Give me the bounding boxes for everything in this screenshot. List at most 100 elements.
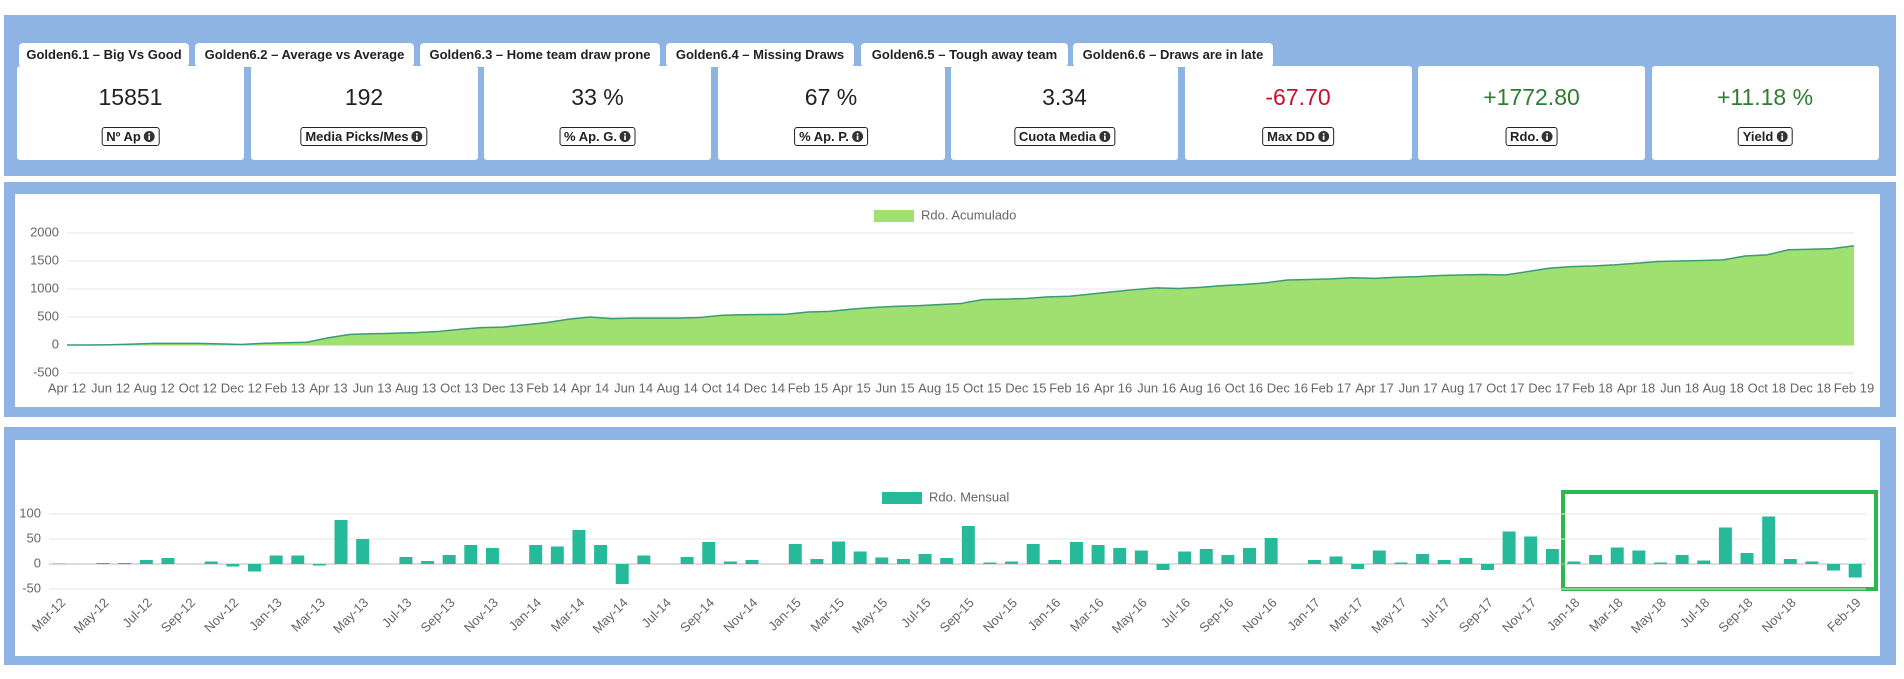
tab[interactable]: Golden6.2 – Average vs Average	[195, 43, 414, 67]
info-bar	[148, 135, 151, 140]
bar	[1437, 560, 1451, 564]
monthly-panel: -50 0 50 100 Mar-12 May-12 Jul-12 Sep-12 Nov-12 J…	[4, 427, 1896, 665]
x-tick-label: Nov-13	[461, 595, 501, 635]
x-tick-label: Jun 14	[614, 380, 653, 395]
x-tick-label: Jul-12	[119, 595, 155, 631]
bar	[1848, 564, 1862, 578]
bar	[810, 559, 824, 564]
bar	[983, 562, 997, 564]
tab[interactable]: Golden6.4 – Missing Draws	[666, 43, 854, 67]
x-tick-label: Feb 16	[1049, 380, 1089, 395]
x-tick-label: Jan-17	[1284, 595, 1323, 634]
bar	[875, 557, 889, 564]
tab[interactable]: Golden6.3 – Home team draw prone	[420, 43, 660, 67]
x-tick-label: Oct 17	[1486, 380, 1524, 395]
x-tick-label: Sep-18	[1715, 595, 1755, 635]
info-icon	[1776, 131, 1788, 142]
bar	[745, 560, 759, 564]
kpi-label: % Ap. P.	[794, 127, 868, 146]
x-tick-label: Nov-18	[1759, 595, 1799, 635]
x-tick-label: Sep-12	[158, 595, 198, 635]
bar	[1654, 562, 1667, 564]
x-tick-label: Oct 18	[1748, 380, 1786, 395]
bar	[529, 545, 543, 564]
chart-box: -500 0 500 1000 1500 2000 Apr 12 Jun 12 Aug 12 Oc…	[15, 194, 1880, 407]
x-tick-label: Feb 18	[1572, 380, 1612, 395]
kpi-label-text: Cuota Media	[1018, 129, 1097, 144]
legend-swatch	[882, 492, 922, 504]
x-tick-label: Jul-17	[1417, 595, 1453, 631]
bar	[1113, 548, 1127, 564]
x-tick-label: Jul-13	[379, 595, 415, 631]
bar	[312, 564, 326, 566]
bar	[1307, 560, 1321, 564]
y-tick-label: 100	[19, 505, 41, 520]
x-tick-label: Mar-13	[288, 595, 328, 635]
bar	[1069, 542, 1083, 564]
x-tick-label: Mar-14	[548, 595, 588, 635]
x-tick-label: Jul-15	[898, 595, 934, 631]
x-tick-label: Apr 18	[1617, 380, 1655, 395]
bar	[832, 541, 846, 564]
x-tick-label: Sep-16	[1196, 595, 1236, 635]
kpi-label-text: Yield	[1742, 129, 1774, 144]
kpi-label-text: % Ap. G.	[564, 129, 617, 144]
kpi-value: 33 %	[571, 84, 624, 110]
cumulative-chart: -500 0 500 1000 1500 2000 Apr 12 Jun 12 Aug 12 Oc…	[30, 207, 1874, 395]
bar	[940, 558, 954, 564]
x-tick-label: Oct 16	[1225, 380, 1263, 395]
legend-label: Rdo. Mensual	[929, 489, 1009, 504]
info-icon	[1317, 131, 1329, 142]
bar	[1243, 548, 1257, 564]
bar	[53, 563, 67, 564]
tab[interactable]: Golden6.6 – Draws are in late	[1073, 43, 1273, 67]
kpi-card: 3.34 Cuota Media	[951, 66, 1178, 160]
kpi-value: +11.18 %	[1716, 84, 1814, 110]
bar	[1264, 538, 1278, 564]
tab[interactable]: Golden6.1 – Big Vs Good	[19, 43, 189, 67]
x-tick-label: Sep-13	[417, 595, 457, 635]
kpi-value: 3.34	[1042, 84, 1087, 110]
x-tick-label: Aug 14	[657, 380, 698, 395]
info-dot	[1780, 133, 1783, 135]
info-dot	[416, 133, 418, 135]
x-tick-label: Dec 15	[1005, 380, 1046, 395]
tab[interactable]: Golden6.5 – Tough away team	[861, 43, 1068, 67]
x-tick-label: Nov-15	[980, 595, 1020, 635]
x-tick-label: Dec 13	[482, 380, 523, 395]
bar	[1524, 536, 1538, 564]
bar	[1221, 555, 1235, 564]
bar	[118, 563, 132, 564]
bar	[464, 545, 478, 564]
info-dot	[148, 133, 151, 135]
kpi-label-text: Nº Ap	[106, 129, 141, 144]
x-tick-label: Aug 13	[395, 380, 436, 395]
x-tick-label: May-18	[1628, 595, 1669, 636]
bar	[1026, 544, 1040, 564]
bar	[853, 551, 867, 564]
x-tick-label: Feb-19	[1824, 595, 1864, 635]
legend-swatch	[874, 210, 914, 222]
x-tick-label: Jul-18	[1677, 595, 1713, 631]
x-tick-label: Jun 17	[1399, 380, 1438, 395]
bar	[1156, 564, 1170, 570]
kpi-label: Rdo.	[1505, 127, 1558, 146]
bar	[788, 544, 802, 564]
bar	[204, 561, 218, 564]
info-dot	[624, 133, 627, 135]
bar	[1091, 545, 1105, 564]
bar	[1632, 550, 1646, 564]
x-tick-label: Jul-16	[1158, 595, 1194, 631]
bar	[1762, 516, 1776, 564]
bar	[1589, 555, 1603, 564]
area	[67, 245, 1854, 345]
kpi-label-text: Media Picks/Mes	[305, 129, 409, 144]
bar	[1545, 549, 1559, 564]
kpi-value: 192	[344, 84, 384, 110]
y-tick-label: 0	[52, 336, 59, 351]
x-tick-label: Feb 17	[1311, 380, 1351, 395]
kpi-card: 15851 Nº Ap	[17, 66, 244, 160]
x-tick-label: Oct 12	[179, 380, 217, 395]
y-tick-label: 0	[34, 555, 41, 570]
